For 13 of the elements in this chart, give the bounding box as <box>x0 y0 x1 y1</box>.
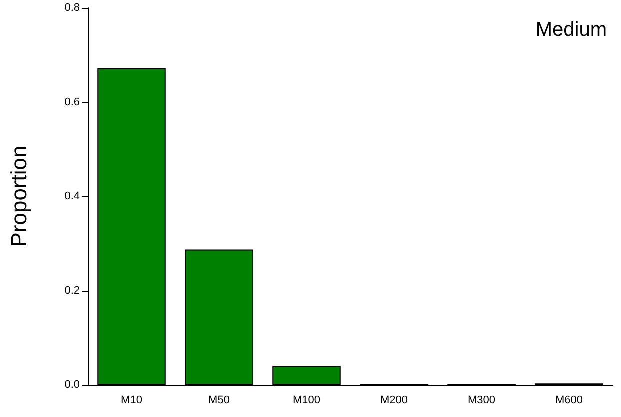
y-axis-title: Proportion <box>6 146 32 248</box>
y-tick-label: 0.4 <box>64 190 80 202</box>
x-tick-label: M200 <box>380 394 408 406</box>
y-tick-label: 0.2 <box>64 284 80 297</box>
y-tick-label: 0.6 <box>64 96 80 108</box>
x-tick-label: M100 <box>292 394 321 406</box>
annotation: Medium <box>536 19 608 41</box>
x-tick-label: M600 <box>555 394 584 406</box>
x-tick-label: M50 <box>208 394 230 406</box>
y-tick-label: 0.0 <box>64 379 80 391</box>
y-tick-label: 0.8 <box>64 2 80 14</box>
x-tick-label: M10 <box>121 394 142 406</box>
x-tick-label: M300 <box>468 394 496 406</box>
